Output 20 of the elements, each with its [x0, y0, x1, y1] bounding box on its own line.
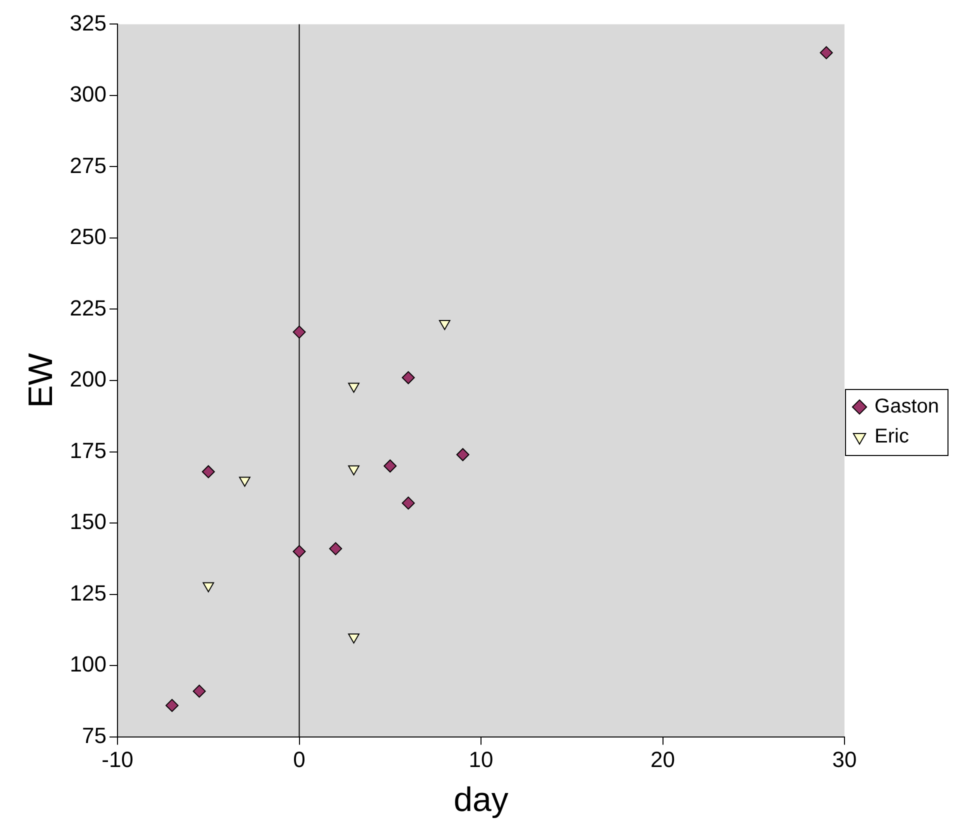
- x-tick-label: 30: [832, 747, 857, 772]
- x-tick-label: -10: [102, 747, 134, 772]
- y-tick-label: 275: [70, 152, 107, 178]
- x-tick-label: 0: [293, 747, 306, 772]
- legend-label: Gaston: [874, 396, 939, 418]
- y-tick-label: 100: [70, 652, 107, 677]
- y-tick-label: 225: [70, 295, 107, 320]
- legend-label: Eric: [874, 426, 909, 448]
- y-tick-label: 125: [70, 580, 107, 606]
- x-tick-label: 20: [650, 747, 676, 772]
- y-tick-label: 300: [70, 82, 107, 107]
- y-tick-label: 200: [70, 366, 107, 392]
- y-tick-label: 325: [70, 10, 107, 36]
- y-axis-title: EW: [22, 353, 60, 408]
- y-tick-label: 250: [70, 224, 107, 250]
- y-tick-label: 175: [70, 438, 107, 463]
- y-tick-label: 75: [82, 722, 107, 748]
- y-tick-label: 150: [70, 509, 107, 534]
- x-axis-title: day: [454, 780, 508, 819]
- x-tick-label: 10: [468, 747, 494, 772]
